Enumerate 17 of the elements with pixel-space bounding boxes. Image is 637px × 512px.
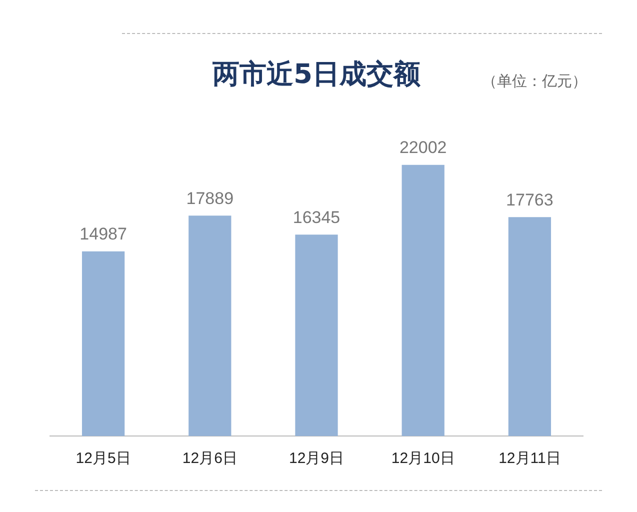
bar <box>82 251 125 436</box>
x-tick-label: 12月9日 <box>288 450 344 468</box>
data-label: 14987 <box>80 224 127 244</box>
data-label: 16345 <box>292 208 340 227</box>
x-tick-label: 12月10日 <box>391 450 455 468</box>
text: （单位：亿元） <box>482 72 587 91</box>
chart-title: 两市近5日成交额 <box>212 59 422 90</box>
data-label: 17763 <box>506 190 554 210</box>
data-label: 22002 <box>399 138 447 158</box>
bar <box>402 164 444 436</box>
data-label: 17889 <box>186 188 234 208</box>
x-tick-label: 12月5日 <box>76 450 131 468</box>
x-tick-label: 12月11日 <box>498 450 561 468</box>
bar <box>295 234 338 436</box>
bar <box>188 216 232 436</box>
x-tick-label: 12月6日 <box>182 450 238 468</box>
bar <box>508 217 552 436</box>
